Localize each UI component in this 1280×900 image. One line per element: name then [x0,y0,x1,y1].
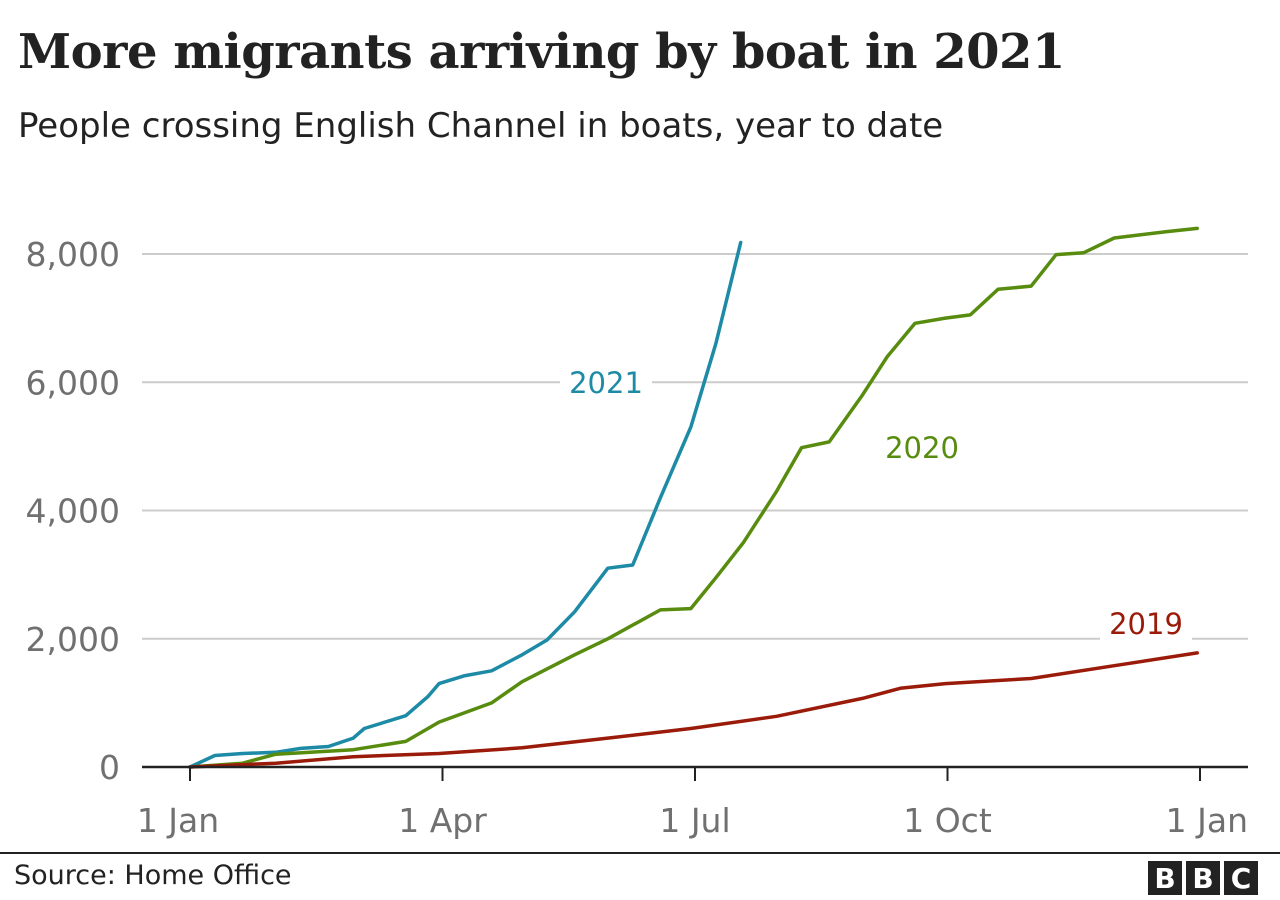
series-line-2019 [188,651,1199,769]
series-label-bg [876,430,968,468]
bbc-logo-letter: C [1224,861,1258,895]
x-tick-label: 1 Jan [137,801,219,840]
x-tick-label: 1 Jul [659,801,730,840]
series-label: 2021 [569,366,643,400]
series-line-2020 [188,226,1199,769]
footer-divider [0,852,1280,854]
series-label: 2019 [1109,607,1183,641]
x-tick-label: 1 Oct [903,801,992,840]
bbc-logo: B B C [1148,861,1258,895]
chart-subtitle: People crossing English Channel in boats… [18,106,944,146]
y-tick-label: 2,000 [26,620,120,659]
series-label: 2020 [885,431,959,465]
y-tick-label: 4,000 [26,492,120,531]
source-note: Source: Home Office [14,860,292,891]
y-tick-label: 8,000 [26,235,120,274]
bbc-logo-letter: B [1186,861,1220,895]
bbc-logo-letter: B [1148,861,1182,895]
x-tick-label: 1 Apr [398,801,487,840]
y-tick-label: 0 [99,748,120,787]
y-tick-label: 6,000 [26,363,120,402]
series-label-bg [1100,606,1192,644]
x-tick-label: 1 Jan [1166,801,1248,840]
series-label-bg [560,365,652,403]
series-line-2021 [188,240,743,769]
chart-title: More migrants arriving by boat in 2021 [18,24,1065,80]
